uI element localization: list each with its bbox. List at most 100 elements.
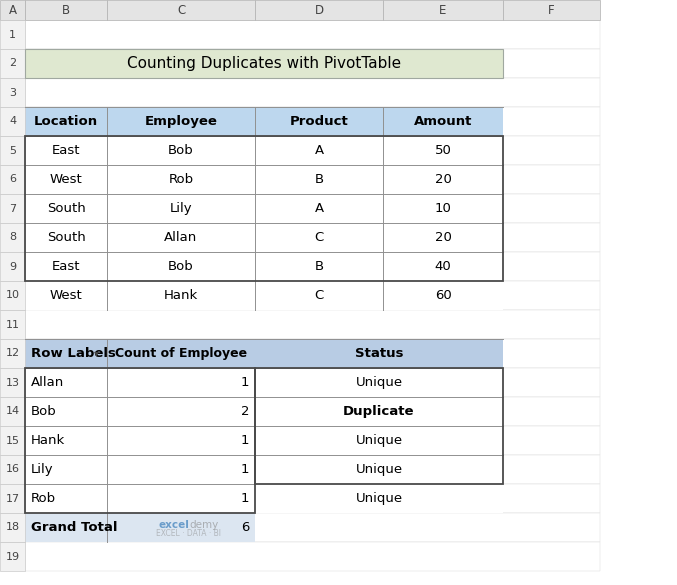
Bar <box>25 20 600 49</box>
Text: Rob: Rob <box>169 173 194 186</box>
Bar <box>0 310 25 339</box>
Text: 20: 20 <box>435 173 452 186</box>
Bar <box>25 136 107 165</box>
Bar <box>25 426 600 455</box>
Text: Amount: Amount <box>414 115 472 128</box>
Text: 17: 17 <box>5 494 20 504</box>
Bar <box>0 542 25 571</box>
Text: South: South <box>47 202 85 215</box>
Text: B: B <box>314 260 324 273</box>
Text: E: E <box>439 4 447 16</box>
Bar <box>25 513 255 542</box>
Text: Unique: Unique <box>355 376 403 389</box>
Bar <box>25 107 107 136</box>
Bar <box>255 252 383 281</box>
Text: 6: 6 <box>9 174 16 184</box>
Bar <box>107 252 255 281</box>
Text: A: A <box>314 144 324 157</box>
Text: B: B <box>62 4 70 16</box>
Text: 14: 14 <box>5 407 20 417</box>
Text: 1: 1 <box>240 376 249 389</box>
Bar <box>25 455 600 484</box>
Bar <box>0 513 25 542</box>
Bar <box>255 397 503 426</box>
Bar <box>255 455 503 484</box>
Bar <box>25 310 600 339</box>
Text: 7: 7 <box>9 204 16 214</box>
Text: ▾: ▾ <box>93 349 98 359</box>
Text: Bob: Bob <box>168 260 194 273</box>
Bar <box>0 49 25 78</box>
Text: 9: 9 <box>9 261 16 271</box>
Text: 3: 3 <box>9 88 16 98</box>
Bar <box>25 368 600 397</box>
Bar <box>0 136 25 165</box>
Text: Unique: Unique <box>355 463 403 476</box>
Text: South: South <box>47 231 85 244</box>
Bar <box>25 484 600 513</box>
Bar <box>25 136 600 165</box>
Bar <box>25 0 107 20</box>
Bar <box>383 0 503 20</box>
Bar <box>255 0 383 20</box>
Bar <box>107 165 255 194</box>
Text: Duplicate: Duplicate <box>343 405 415 418</box>
Text: Counting Duplicates with PivotTable: Counting Duplicates with PivotTable <box>127 56 401 71</box>
Text: 6: 6 <box>240 521 249 534</box>
Bar <box>25 252 107 281</box>
Text: 8: 8 <box>9 232 16 243</box>
Bar <box>0 281 25 310</box>
Text: 19: 19 <box>5 552 20 562</box>
Text: 18: 18 <box>5 522 20 532</box>
Text: 60: 60 <box>435 289 452 302</box>
Text: 11: 11 <box>5 319 20 329</box>
Text: Bob: Bob <box>31 405 57 418</box>
Bar <box>107 223 255 252</box>
Text: Lily: Lily <box>31 463 53 476</box>
Bar <box>383 252 503 281</box>
Text: excel: excel <box>158 521 189 531</box>
Text: 2: 2 <box>9 58 16 68</box>
Text: West: West <box>49 289 83 302</box>
Bar <box>107 281 255 310</box>
Bar <box>503 0 600 20</box>
Text: Count of Employee: Count of Employee <box>115 347 247 360</box>
Text: 5: 5 <box>9 146 16 156</box>
Bar <box>25 397 255 426</box>
Text: 10: 10 <box>5 291 20 301</box>
Text: Row Labels: Row Labels <box>31 347 116 360</box>
Bar <box>25 484 255 513</box>
Bar <box>0 426 25 455</box>
Bar <box>255 426 503 455</box>
Bar <box>0 165 25 194</box>
Text: Allan: Allan <box>165 231 198 244</box>
Text: B: B <box>314 173 324 186</box>
Bar <box>107 0 255 20</box>
Bar <box>25 455 255 484</box>
Bar <box>25 368 255 513</box>
Bar <box>107 107 255 136</box>
Text: C: C <box>177 4 185 16</box>
Bar <box>25 426 255 455</box>
Bar <box>25 165 600 194</box>
Bar <box>25 107 600 136</box>
Bar <box>383 194 503 223</box>
Text: Status: Status <box>355 347 403 360</box>
Bar <box>255 107 383 136</box>
Text: 10: 10 <box>435 202 452 215</box>
Bar <box>25 397 600 426</box>
Bar <box>255 223 383 252</box>
Bar <box>25 49 503 78</box>
Bar <box>25 339 255 368</box>
Bar <box>25 223 600 252</box>
Text: F: F <box>548 4 555 16</box>
Bar <box>25 281 600 310</box>
Bar <box>383 165 503 194</box>
Text: Product: Product <box>290 115 349 128</box>
Text: Grand Total: Grand Total <box>31 521 118 534</box>
Bar <box>25 252 600 281</box>
Text: D: D <box>314 4 324 16</box>
Bar <box>25 281 107 310</box>
Text: Bob: Bob <box>168 144 194 157</box>
Bar <box>107 136 255 165</box>
